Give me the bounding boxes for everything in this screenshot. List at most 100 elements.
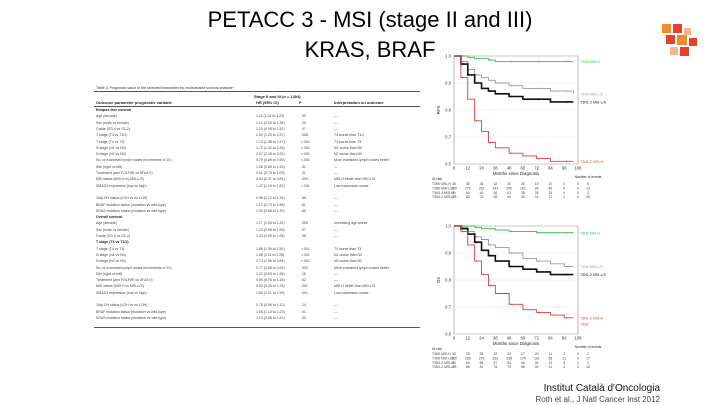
y-tick-label: 0.7 — [445, 135, 451, 140]
row-interpretation: — — [334, 202, 338, 207]
risk-count: 0 — [577, 361, 579, 365]
table-row: T stage (T3 vs T1/2) 2.02 (1.20 to 3.37).… — [94, 133, 420, 137]
table-row: Grade (G3-4 vs G1-2) 1.20 (0.95 to 1.52).… — [94, 127, 420, 131]
y-axis-label: OS — [436, 277, 441, 283]
legend-label: T3N0 MSI-H — [580, 60, 600, 64]
risk-count: 54 — [507, 361, 511, 365]
table-row: SMAD4 expression (low vs high) 1.47 (1.19… — [94, 184, 420, 188]
row-hr: 1.21 (0.93 to 1.56) — [256, 271, 285, 276]
row-variable: Overall survival — [96, 215, 123, 220]
risk-count: 35 — [466, 352, 470, 356]
x-tick-label: 12 — [465, 336, 470, 341]
row-interpretation: Low expression worse — [334, 183, 369, 188]
table-row: No. of examined lymph nodes (increments … — [94, 158, 420, 162]
km-plot-rfs: 1.00.90.80.70.60 12 24 36 48 60 72 84 96 108Month… — [430, 52, 610, 210]
event-count: 6 — [587, 182, 589, 186]
risk-count: 21 — [549, 365, 553, 369]
row-p: .06 — [301, 234, 306, 238]
risk-count: 10 — [549, 182, 553, 186]
risk-count: 60 — [507, 195, 511, 199]
table-row: Treatment (arm FOLFIRI vs 5FU/LV) 0.91 (0… — [94, 171, 420, 175]
row-hr: 1.43 (0.95 to 1.95) — [256, 234, 285, 238]
row-p: .03 — [301, 114, 306, 119]
table-row: KRAS mutation status (mutation vs wild-t… — [94, 209, 420, 213]
row-variable: KRAS mutation status (mutation vs wild-t… — [96, 315, 167, 320]
risk-count: 28 — [535, 191, 539, 195]
km-curve-line — [454, 55, 574, 103]
logo-square — [673, 24, 682, 33]
row-hr: 1.06 (0.85 to 1.33) — [256, 164, 285, 169]
row-p: <.001 — [301, 246, 310, 251]
row-hr: 1.11 (1.01 to 1.22) — [256, 114, 285, 119]
table-row: 18qLOH status (LOH vs no LOH) 0.98 (0.72 … — [94, 196, 420, 200]
risk-count: 4 — [563, 365, 565, 369]
row-p: .62 — [301, 278, 306, 283]
x-tick-label: 24 — [479, 166, 484, 171]
y-tick-label: 0.9 — [445, 251, 451, 256]
row-p: <.001 — [301, 139, 310, 144]
risk-count: 50 — [452, 191, 456, 195]
risk-count: 35 — [466, 182, 470, 186]
risk-count: 3 — [563, 352, 565, 356]
risk-row-label: T3N0 MSI-L/S — [432, 356, 454, 360]
risk-count: 30 — [507, 182, 511, 186]
km-curve-line — [454, 55, 574, 62]
logo-square — [662, 24, 671, 33]
row-p: .07 — [301, 126, 306, 131]
risk-count: 46 — [521, 361, 525, 365]
row-interpretation: — — [334, 171, 338, 175]
risk-row-label: T3N0 MSI-H — [432, 352, 451, 356]
km-curve-line — [454, 225, 574, 234]
row-hr: 1.23 (0.98 to 1.55) — [256, 227, 285, 232]
row-interpretation: N1 worse than N0 — [334, 252, 363, 257]
row-hr: 0.91 (0.75 to 1.09) — [256, 171, 285, 175]
risk-count: 57 — [493, 361, 497, 365]
risk-count: 20 — [535, 352, 539, 356]
risk-count: 60 — [466, 361, 470, 365]
row-interpretation: — — [334, 126, 338, 131]
legend-label: T4N2 — [580, 322, 589, 326]
risk-count: 178 — [520, 356, 526, 360]
row-p: .14 — [301, 303, 306, 308]
row-variable: SMAD4 expression (low vs high) — [96, 290, 147, 295]
row-p: .65 — [301, 208, 306, 213]
x-tick-label: 72 — [534, 336, 539, 341]
risk-count: 205 — [506, 186, 512, 190]
row-variable: Treatment (arm FOLFIRI vs 5FU/LV) — [96, 171, 153, 175]
logo-square — [666, 35, 675, 44]
table-row: MSI status (MSI-H vs MSI-L/S) 0.50 (0.33 … — [94, 284, 420, 288]
y-tick-label: 0.7 — [445, 305, 451, 310]
table-row: T stage (T4 vs T3) 1.73 (1.38 to 2.17) <.0… — [94, 140, 420, 144]
row-p: .51 — [301, 202, 306, 207]
row-hr: 1.17 (0.73 to 1.88) — [256, 202, 285, 207]
row-hr: 2.74 (1.96 to 3.84) — [256, 259, 285, 264]
risk-count: 279 — [465, 186, 471, 190]
risk-count: 81 — [480, 365, 484, 369]
y-tick-label: 0.8 — [445, 108, 451, 113]
risk-count: 35 — [480, 352, 484, 356]
x-tick-label: 84 — [548, 166, 553, 171]
table-head-interpretation: Interpretation on outcome — [334, 100, 384, 105]
row-interpretation: T3 worse than T1/2 — [334, 133, 365, 138]
row-p: .16 — [301, 271, 306, 276]
risk-count: 289 — [451, 356, 457, 360]
logo-square — [684, 28, 691, 35]
row-variable: Site (right vs left) — [96, 271, 123, 276]
row-p: .008 — [301, 221, 308, 226]
risk-count: 19 — [535, 182, 539, 186]
legend-label: T3N1-2 MSI-L/S — [580, 100, 607, 104]
row-interpretation: — — [334, 164, 338, 169]
risk-count: 86 — [466, 365, 470, 369]
risk-count: 34 — [480, 182, 484, 186]
row-variable: T stage (T3 vs T1/2) — [96, 133, 128, 138]
risk-count: 34 — [493, 352, 497, 356]
x-tick-label: 48 — [507, 166, 512, 171]
row-hr: 0.54 (0.37 to 0.81) — [256, 177, 285, 182]
row-variable: Site (right vs left) — [96, 164, 123, 169]
row-variable: MSI status (MSI-H vs MSI-L/S) — [96, 284, 144, 289]
row-hr: 0.50 (0.33 to 0.76) — [256, 284, 285, 289]
x-tick-label: 12 — [465, 166, 470, 171]
row-variable: Age (decade) — [96, 114, 118, 119]
row-p: <.001 — [301, 152, 310, 157]
risk-count: 262 — [479, 186, 485, 190]
